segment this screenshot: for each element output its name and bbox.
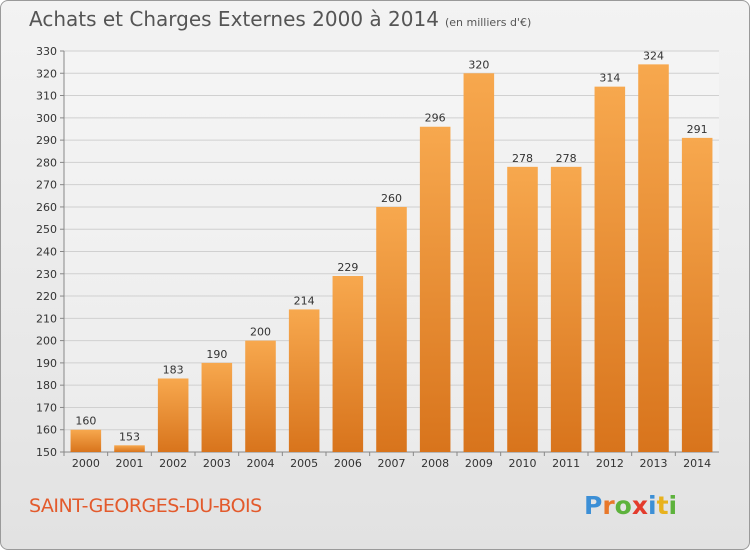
bar xyxy=(288,309,320,452)
logo-letter: r xyxy=(602,491,615,520)
y-tick-label: 250 xyxy=(36,223,57,236)
bar-value-label: 160 xyxy=(75,415,96,428)
x-tick-label: 2005 xyxy=(290,457,318,470)
y-tick-label: 260 xyxy=(36,201,57,214)
bar xyxy=(419,126,451,452)
y-tick-label: 280 xyxy=(36,156,57,169)
x-tick-label: 2013 xyxy=(640,457,668,470)
bar-value-label: 214 xyxy=(294,294,315,307)
bar xyxy=(376,206,407,452)
y-tick-label: 150 xyxy=(36,446,57,459)
bar xyxy=(245,340,276,452)
logo-letter: x xyxy=(631,491,648,520)
bar xyxy=(157,378,189,452)
bar-value-label: 291 xyxy=(687,123,708,136)
bar-value-label: 314 xyxy=(599,72,620,85)
y-tick-label: 220 xyxy=(36,290,57,303)
proxiti-logo: Proxiti xyxy=(584,491,677,520)
bar-value-label: 183 xyxy=(163,363,184,376)
bar xyxy=(201,362,233,452)
chart-subtitle: (en milliers d'€) xyxy=(444,16,532,29)
logo-letter: P xyxy=(584,491,603,520)
bar xyxy=(638,64,669,452)
bar-value-label: 278 xyxy=(556,152,577,165)
x-tick-label: 2006 xyxy=(334,457,362,470)
y-tick-label: 190 xyxy=(36,357,57,370)
y-tick-label: 170 xyxy=(36,401,57,414)
chart-title: Achats et Charges Externes 2000 à 2014 (e… xyxy=(29,7,531,31)
bar xyxy=(463,73,495,453)
x-tick-label: 2003 xyxy=(203,457,231,470)
y-tick-label: 290 xyxy=(36,134,57,147)
commune-name: SAINT-GEORGES-DU-BOIS xyxy=(29,495,262,517)
bar-value-label: 320 xyxy=(468,58,489,71)
logo-letter: o xyxy=(614,491,632,520)
bar xyxy=(550,166,582,452)
bar-value-label: 278 xyxy=(512,152,533,165)
logo-letter: t xyxy=(656,491,669,520)
x-tick-label: 2002 xyxy=(159,457,187,470)
bar-value-label: 200 xyxy=(250,326,271,339)
y-tick-label: 330 xyxy=(36,45,57,58)
y-tick-label: 270 xyxy=(36,179,57,192)
bar xyxy=(332,276,364,452)
y-tick-label: 210 xyxy=(36,312,57,325)
bar-value-label: 260 xyxy=(381,192,402,205)
x-tick-label: 2010 xyxy=(509,457,537,470)
y-tick-label: 160 xyxy=(36,424,57,437)
x-tick-label: 2012 xyxy=(596,457,624,470)
x-tick-label: 2007 xyxy=(378,457,406,470)
bar xyxy=(681,137,713,452)
bar-value-label: 324 xyxy=(643,49,664,62)
y-tick-label: 200 xyxy=(36,335,57,348)
x-tick-label: 2000 xyxy=(72,457,100,470)
x-tick-label: 2014 xyxy=(683,457,711,470)
x-tick-label: 2011 xyxy=(552,457,580,470)
bar-value-label: 296 xyxy=(425,112,446,125)
y-tick-label: 310 xyxy=(36,90,57,103)
logo-letter: i xyxy=(668,491,678,520)
bar-value-label: 190 xyxy=(206,348,227,361)
y-tick-label: 230 xyxy=(36,268,57,281)
bar-value-label: 229 xyxy=(337,261,358,274)
chart-title-text: Achats et Charges Externes 2000 à 2014 xyxy=(29,7,439,31)
bar xyxy=(594,86,626,453)
bar xyxy=(507,166,538,452)
bar xyxy=(114,445,145,452)
bar xyxy=(70,429,102,452)
y-tick-label: 240 xyxy=(36,246,57,259)
x-tick-label: 2008 xyxy=(421,457,449,470)
x-tick-label: 2009 xyxy=(465,457,493,470)
bar-value-label: 153 xyxy=(119,430,140,443)
y-tick-label: 180 xyxy=(36,379,57,392)
y-tick-label: 320 xyxy=(36,67,57,80)
logo-letter: i xyxy=(648,491,657,520)
y-tick-label: 300 xyxy=(36,112,57,125)
x-tick-label: 2004 xyxy=(247,457,275,470)
x-tick-label: 2001 xyxy=(116,457,144,470)
